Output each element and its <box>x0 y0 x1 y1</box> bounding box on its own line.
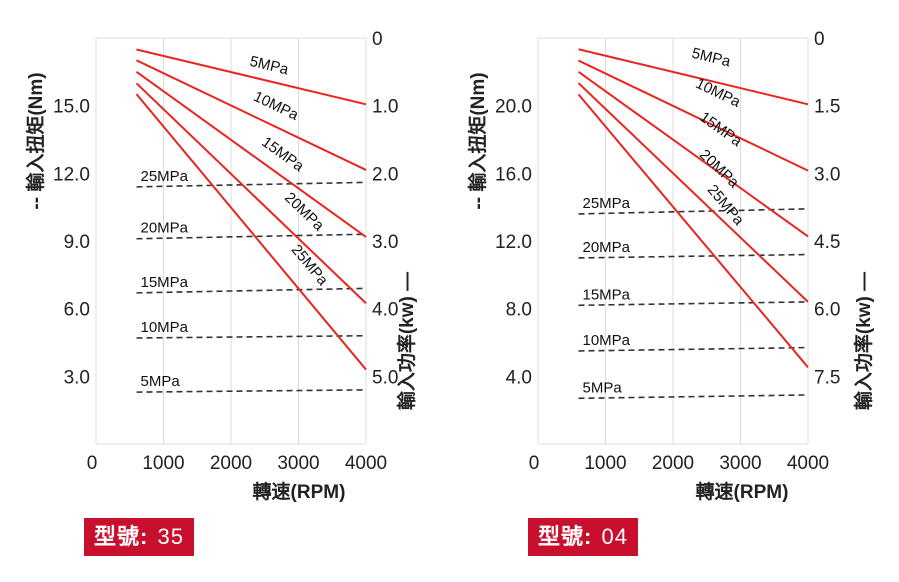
power-line <box>577 93 809 368</box>
torque-series-label: 25MPa <box>141 168 189 185</box>
chart-model-04: 0 1000 2000 3000 4000 轉速(RPM) 4.0 8.0 12.0 16.0 20… <box>466 29 875 503</box>
x-tick-label: 1000 <box>584 453 626 474</box>
torque-line <box>136 233 367 240</box>
power-tick-label: 2.0 <box>372 164 398 185</box>
torque-line <box>136 181 367 188</box>
power-series-label: 5MPa <box>248 53 291 79</box>
model-badge-35: 型號: 35 <box>84 518 194 556</box>
power-line <box>577 71 809 238</box>
torque-tick-label: 8.0 <box>506 300 532 321</box>
power-axis-title: 輸入功率(kw) — <box>852 272 875 410</box>
power-line <box>136 59 367 171</box>
x-tick-label: 2000 <box>210 453 252 474</box>
torque-axis-title: -- 輸入扭矩(Nm) <box>466 72 489 209</box>
x-tick-label: 0 <box>87 453 98 474</box>
x-tick-label: 1000 <box>142 453 184 474</box>
power-series-label: 15MPa <box>258 134 307 176</box>
torque-line <box>136 287 367 294</box>
torque-tick-label: 16.0 <box>495 164 532 185</box>
chart-model-35: 0 1000 2000 3000 4000 轉速(RPM) 3.0 6.0 9.0 12.0 15.… <box>24 29 418 503</box>
model-badge-label: 型號: <box>94 524 149 549</box>
power-tick-label: 1.0 <box>372 97 398 118</box>
power-tick-label: 4.0 <box>372 300 398 321</box>
torque-series-label: 25MPa <box>583 195 631 212</box>
torque-line <box>578 346 809 352</box>
model-badge-04: 型號: 04 <box>528 518 638 556</box>
torque-tick-label: 9.0 <box>64 232 90 253</box>
model-badge-number: 35 <box>157 524 184 549</box>
power-line <box>135 71 367 238</box>
power-tick-label: 3.0 <box>814 164 840 185</box>
torque-series-label: 5MPa <box>583 379 623 396</box>
torque-series-label: 10MPa <box>583 332 631 349</box>
x-tick-label: 0 <box>529 453 540 474</box>
torque-line <box>136 389 367 393</box>
power-tick-label: 4.5 <box>814 232 840 253</box>
torque-series-label: 10MPa <box>141 319 189 336</box>
power-tick-label: 5.0 <box>372 367 398 388</box>
torque-series-label: 15MPa <box>141 274 189 291</box>
x-tick-label: 3000 <box>719 453 761 474</box>
model-badge-number: 04 <box>601 524 628 549</box>
torque-line <box>578 253 809 259</box>
torque-tick-label: 6.0 <box>64 300 90 321</box>
model-badge-label: 型號: <box>538 524 593 549</box>
torque-tick-label: 20.0 <box>495 97 532 118</box>
torque-line <box>136 334 367 339</box>
torque-tick-label: 4.0 <box>506 367 532 388</box>
torque-line <box>578 394 809 400</box>
power-line <box>135 93 367 371</box>
x-axis-title: 轉速(RPM) <box>696 480 789 503</box>
power-tick-label: 7.5 <box>814 367 840 388</box>
power-line <box>578 48 809 106</box>
torque-line <box>578 301 809 307</box>
torque-series-label: 20MPa <box>141 220 189 237</box>
torque-series-label: 15MPa <box>583 286 631 303</box>
torque-tick-label: 12.0 <box>495 232 532 253</box>
power-axis-title: 輸入功率(kw) — <box>395 272 418 410</box>
power-series-label: 10MPa <box>693 75 744 111</box>
power-tick-label: 3.0 <box>372 232 398 253</box>
power-line <box>577 82 809 303</box>
power-line <box>135 82 367 304</box>
torque-series-label: 5MPa <box>141 373 181 390</box>
x-axis-title: 轉速(RPM) <box>253 480 346 503</box>
power-tick-label: 1.5 <box>814 97 840 118</box>
power-series-label: 15MPa <box>696 109 745 151</box>
x-tick-label: 4000 <box>345 453 387 474</box>
power-series-label: 5MPa <box>690 45 733 71</box>
power-tick-label: 0 <box>814 29 825 50</box>
torque-series-label: 20MPa <box>583 239 631 256</box>
power-tick-label: 0 <box>372 29 383 50</box>
x-tick-label: 3000 <box>277 453 319 474</box>
x-tick-label: 4000 <box>787 453 829 474</box>
power-line <box>136 48 367 106</box>
torque-tick-label: 3.0 <box>64 367 90 388</box>
x-tick-label: 2000 <box>652 453 694 474</box>
torque-tick-label: 12.0 <box>53 164 90 185</box>
power-tick-label: 6.0 <box>814 300 840 321</box>
torque-tick-label: 15.0 <box>53 97 90 118</box>
torque-axis-title: -- 輸入扭矩(Nm) <box>24 72 47 209</box>
power-line <box>578 59 809 172</box>
